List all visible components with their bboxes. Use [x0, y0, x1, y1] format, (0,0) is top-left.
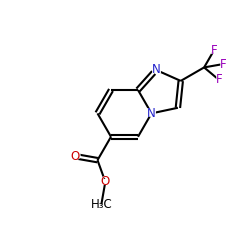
- Text: F: F: [220, 58, 226, 70]
- Text: N: N: [152, 64, 160, 76]
- Text: O: O: [69, 150, 80, 163]
- Text: H₃C: H₃C: [90, 198, 112, 211]
- Text: F: F: [209, 44, 218, 57]
- Text: O: O: [100, 175, 111, 188]
- Text: O: O: [70, 150, 80, 163]
- Text: F: F: [210, 44, 217, 57]
- Text: O: O: [101, 175, 110, 188]
- Text: N: N: [150, 64, 162, 76]
- Text: F: F: [216, 74, 222, 86]
- Text: N: N: [146, 107, 157, 120]
- Text: F: F: [219, 58, 228, 70]
- Text: F: F: [214, 74, 224, 86]
- Text: N: N: [147, 107, 156, 120]
